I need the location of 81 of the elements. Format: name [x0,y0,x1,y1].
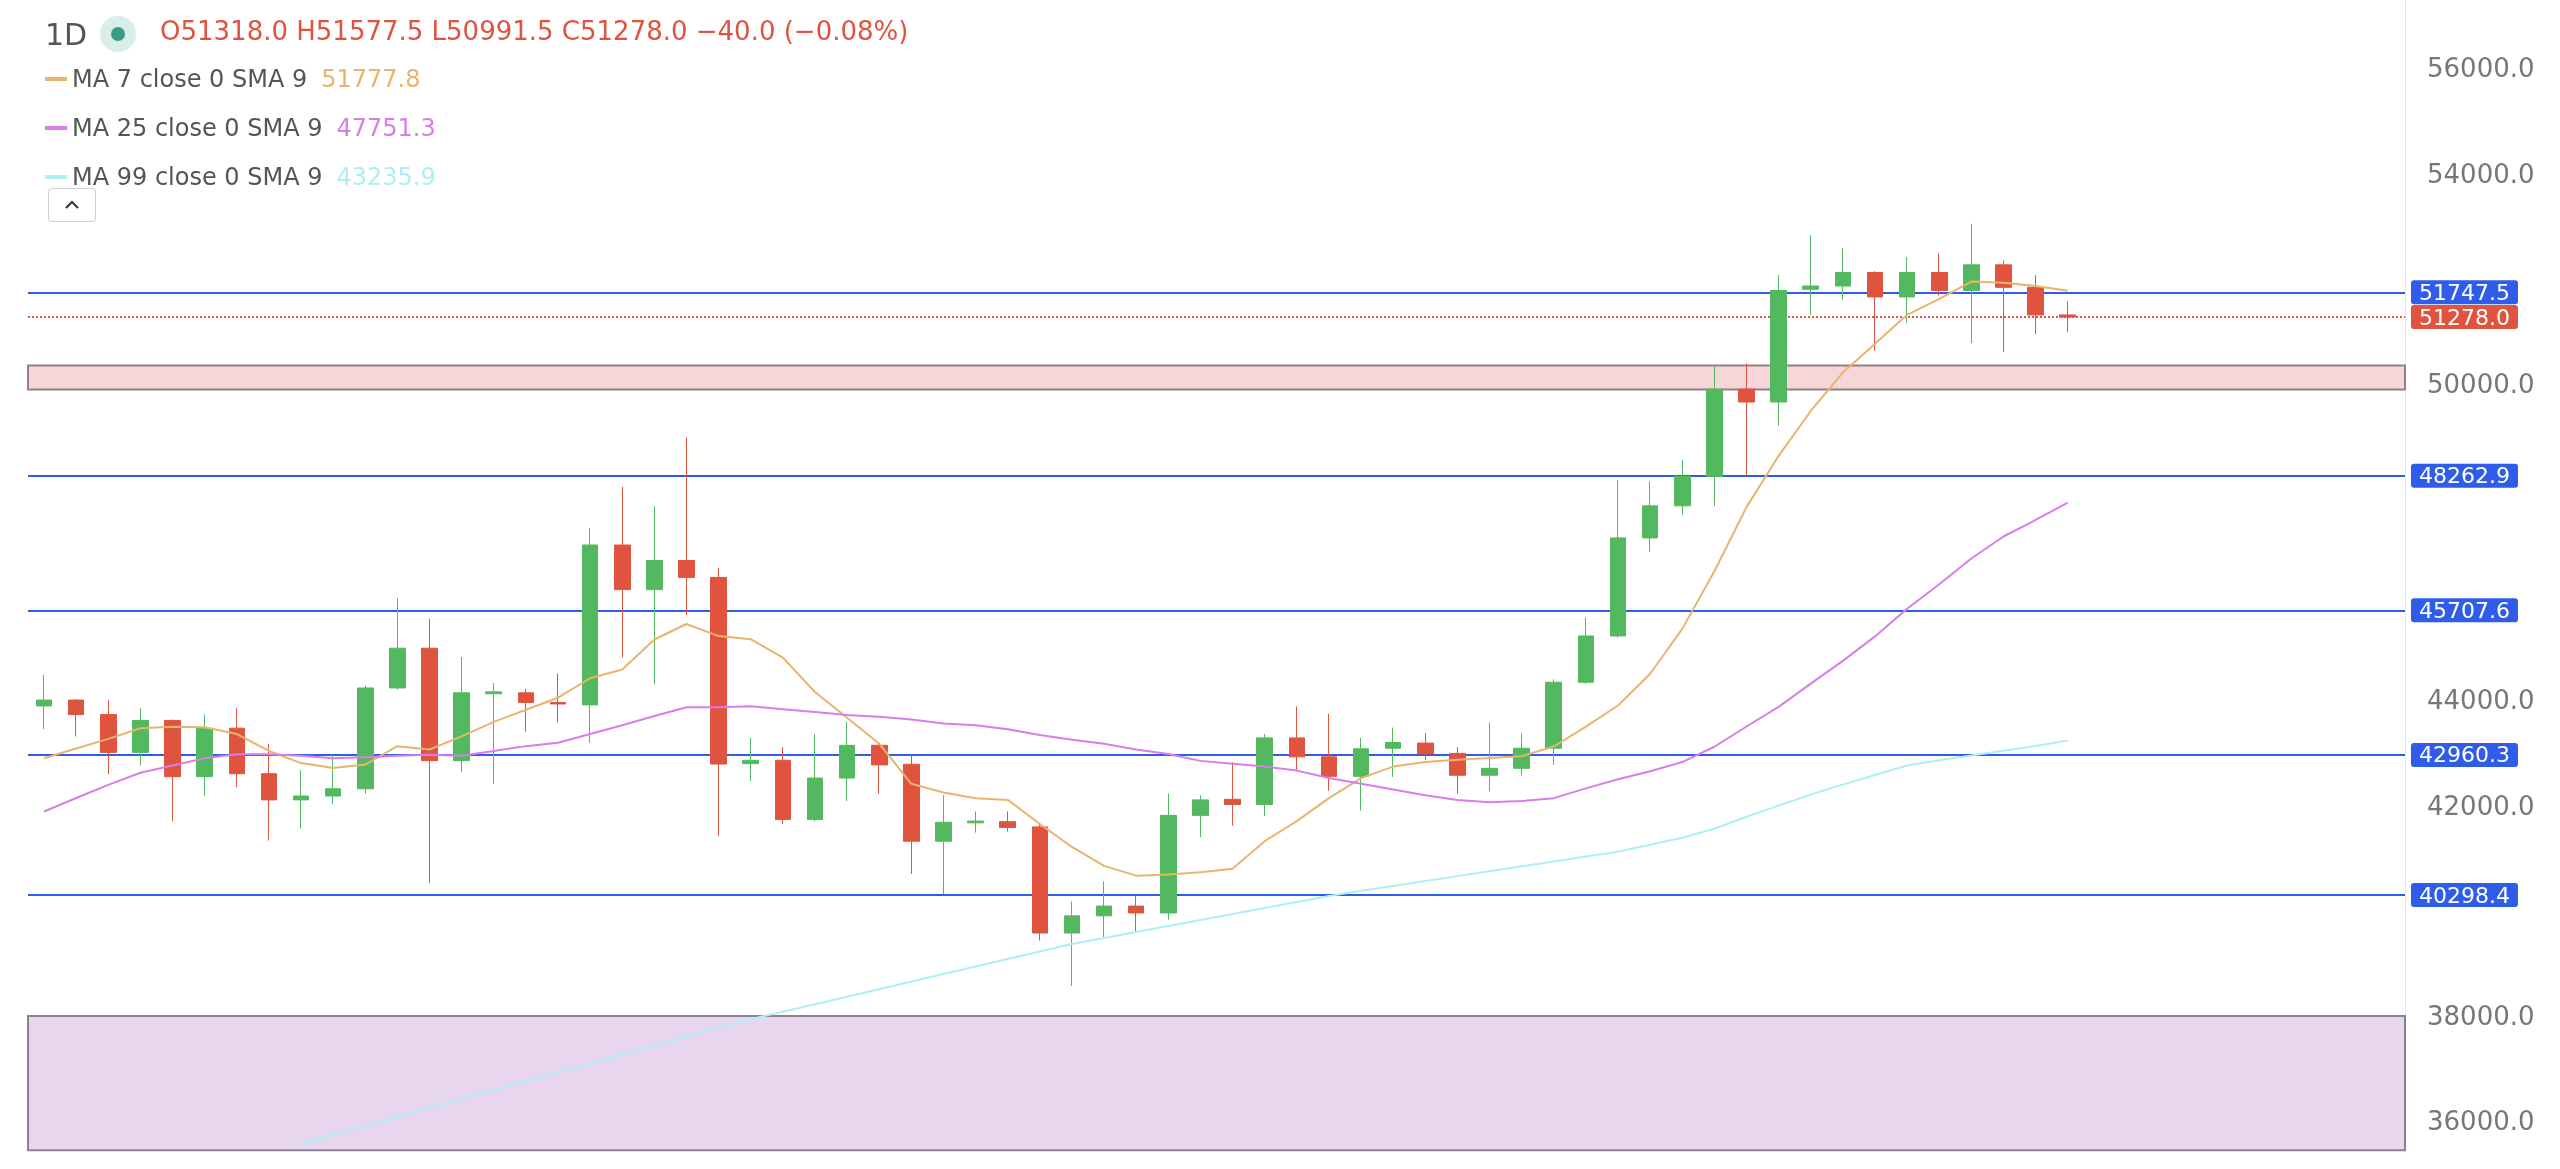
candlestick [967,810,984,834]
candlestick [871,742,888,795]
candlestick [839,721,855,802]
candlestick [1642,480,1658,553]
y-tick-label: 54000.0 [2427,158,2535,189]
candlestick [582,527,598,744]
candlestick [389,597,406,690]
candlestick [1899,256,1915,324]
candlestick [1417,732,1434,761]
ref-line-label: 40298.4 [2419,882,2510,908]
candlestick [1738,363,1755,477]
candlestick [1032,822,1048,942]
candlestick [132,707,149,767]
candlestick [453,656,470,773]
candlestick [229,707,245,788]
candlestick [325,754,341,805]
candlestick [196,714,213,797]
candlestick [678,436,695,616]
candlestick [1770,274,1787,427]
candlestick [1610,479,1626,639]
line-series [43,280,2069,877]
legend-label: MA 25 close 0 SMA 9 47751.3 [72,114,436,142]
candlestick [1192,794,1209,838]
candlestick [1096,880,1112,938]
y-tick-label: 36000.0 [2427,1106,2535,1137]
candlestick [935,794,952,896]
ref-line-label: 45707.6 [2419,597,2510,623]
candlestick [1160,793,1177,921]
candlestick [1321,713,1337,792]
candlestick [742,737,759,782]
line-series [43,501,2069,813]
candlestick [1064,900,1080,987]
candlestick [1513,732,1530,777]
y-tick-label: 44000.0 [2427,685,2535,716]
legend-label: MA 99 close 0 SMA 9 43235.9 [72,163,436,191]
candlestick [164,718,181,822]
y-tick-label: 50000.0 [2427,369,2535,400]
candlestick [550,672,566,723]
candlestick [1385,727,1401,778]
candlestick [807,733,823,822]
y-tick-label: 38000.0 [2427,1001,2535,1032]
candlestick [1963,223,1980,344]
candlestick [1835,247,1851,301]
candlestick [999,810,1016,832]
candlestick [1449,746,1466,795]
candlestick [100,699,117,775]
candlestick [1289,705,1305,771]
candlestick [421,618,438,884]
candlestick [775,746,791,825]
y-tick-label: 42000.0 [2427,790,2535,821]
text: 1D [45,16,88,52]
candlestick [646,505,663,685]
annotation: O51318.0 H51577.5 L50991.5 C51278.0 −40.0 (−0.08%) [160,16,909,46]
candlestick [1545,678,1562,766]
candlestick [1578,616,1594,685]
candlestick [293,769,309,830]
candlestick [1353,737,1369,812]
candlestick [1481,721,1498,792]
candlestick [1931,252,1948,297]
ref-line-label: 51278.0 [2419,304,2510,330]
candlestick [1256,733,1273,817]
candlestick [36,674,52,730]
ref-line-label: 42960.3 [2419,742,2510,768]
candlestick [518,688,534,733]
candlestick [261,743,277,842]
candlestick [710,567,727,837]
candlestick [357,685,374,795]
legend-label: MA 7 close 0 SMA 9 51777.8 [72,65,421,93]
candlestick [485,682,502,785]
ref-line-label: 48262.9 [2419,463,2510,489]
candlestick [903,754,920,875]
candlestick [614,486,631,658]
y-tick-label: 56000.0 [2427,53,2535,84]
candlestick [68,698,84,737]
candlestick [1224,761,1241,827]
ref-line-label: 51747.5 [2419,279,2510,305]
candlestick [1674,459,1691,516]
line-series [300,739,2069,1145]
candlestick [1128,895,1144,934]
candlestick [1802,234,1819,316]
candlestick [1706,365,1723,507]
